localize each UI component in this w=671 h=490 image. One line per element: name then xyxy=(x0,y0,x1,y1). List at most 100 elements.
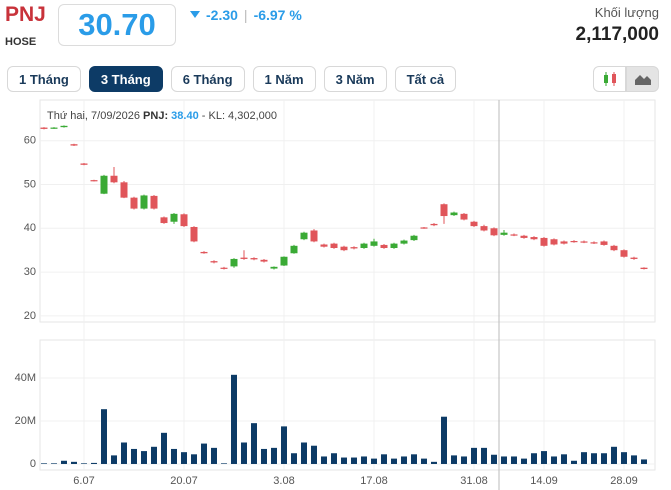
volume-bar xyxy=(221,463,227,464)
exchange: HOSE xyxy=(5,36,37,48)
volume-bar xyxy=(161,432,167,464)
candle-body xyxy=(600,241,608,245)
candle-body xyxy=(530,237,538,240)
candle-body xyxy=(580,241,588,243)
y-tick-label: 50 xyxy=(24,178,36,190)
y-tick-label: 30 xyxy=(24,266,36,278)
x-tick-label: 6.07 xyxy=(73,475,94,487)
x-tick-label: 28.09 xyxy=(610,475,638,487)
volume-bar xyxy=(621,452,627,464)
candle-body xyxy=(230,258,238,267)
volume-bar xyxy=(181,452,187,464)
volume-total: 2,117,000 xyxy=(575,24,659,45)
candlestick-icon xyxy=(603,72,616,86)
marks xyxy=(40,125,648,464)
y-tick-label: 20 xyxy=(24,310,36,322)
volume-bar xyxy=(371,458,377,464)
candle-body xyxy=(250,258,258,260)
candle-body xyxy=(190,226,198,242)
candle-body xyxy=(490,228,498,236)
volume-bar xyxy=(471,447,477,464)
volume-bar xyxy=(91,462,97,464)
candle-body xyxy=(180,214,188,227)
candle-body xyxy=(60,125,68,128)
candle-body xyxy=(40,127,48,129)
candle-body xyxy=(80,163,88,165)
candle-body xyxy=(540,237,548,246)
volume-bar xyxy=(441,416,447,464)
volume-bar xyxy=(241,442,247,464)
price: 30.70 xyxy=(58,4,176,46)
tooltip-price: 38.40 xyxy=(171,110,199,122)
volume-bar xyxy=(351,457,357,464)
range-button[interactable]: 6 Tháng xyxy=(170,66,245,92)
area-icon xyxy=(634,75,651,85)
volume-bar xyxy=(191,454,197,464)
candle-body xyxy=(470,221,478,227)
volume-bar xyxy=(341,457,347,464)
candle-body xyxy=(310,230,318,242)
volume-bar xyxy=(291,453,297,464)
candle-body xyxy=(260,259,268,262)
chart-type-toggle xyxy=(593,66,659,92)
candle-body xyxy=(550,239,558,245)
volume-bar xyxy=(591,453,597,464)
y-tick-label: 40M xyxy=(15,372,36,384)
volume-bar xyxy=(61,460,67,464)
volume-bar xyxy=(601,453,607,464)
candle-body xyxy=(560,241,568,244)
candle-body xyxy=(510,234,518,236)
volume-bar xyxy=(151,446,157,464)
range-button[interactable]: Tất cả xyxy=(394,66,457,92)
volume-bar xyxy=(41,463,47,464)
volume-bar xyxy=(481,447,487,464)
tooltip-date: Thứ hai, 7/09/2026 xyxy=(47,110,140,122)
separator: | xyxy=(243,7,248,23)
range-button[interactable]: 1 Tháng xyxy=(7,66,81,92)
candle-body xyxy=(150,195,158,209)
volume-bar xyxy=(421,458,427,464)
candlestick-button[interactable] xyxy=(593,66,626,92)
volume-bar xyxy=(271,447,277,464)
change-pct: -6.97 % xyxy=(253,7,302,23)
volume-bar xyxy=(211,447,217,464)
down-arrow xyxy=(190,11,200,18)
volume-bar xyxy=(141,451,147,464)
candle-body xyxy=(370,241,378,246)
candle-body xyxy=(640,267,648,270)
volume-bar xyxy=(431,461,437,464)
x-tick-label: 3.08 xyxy=(273,475,294,487)
candle-body xyxy=(570,240,578,243)
candle-body xyxy=(630,257,638,259)
candle-body xyxy=(290,245,298,254)
candle-body xyxy=(280,256,288,266)
area-button[interactable] xyxy=(626,66,659,92)
change-group: -2.30 | -6.97 % xyxy=(190,7,302,23)
volume-bar xyxy=(131,448,137,464)
candle-body xyxy=(120,182,128,198)
candle-body xyxy=(350,247,358,249)
range-button[interactable]: 3 Năm xyxy=(323,66,387,92)
volume-bar xyxy=(381,454,387,464)
y-tick-label: 60 xyxy=(24,135,36,147)
candle-body xyxy=(200,251,208,254)
candle-body xyxy=(270,266,278,269)
range-button[interactable]: 1 Năm xyxy=(252,66,316,92)
volume-bar xyxy=(461,456,467,464)
candle-body xyxy=(500,232,508,235)
candle-body xyxy=(300,232,308,240)
x-tick-label: 14.09 xyxy=(530,475,558,487)
candle-body xyxy=(430,223,438,226)
volume-bar xyxy=(301,442,307,464)
candle-body xyxy=(380,244,388,248)
candle-body xyxy=(610,245,618,251)
candle-body xyxy=(390,243,398,248)
range-button[interactable]: 3 Tháng xyxy=(88,66,163,92)
volume-bar xyxy=(641,459,647,464)
candle-body xyxy=(50,127,58,129)
volume-panel xyxy=(39,339,656,471)
candle-body xyxy=(70,144,78,146)
candle-body xyxy=(440,204,448,217)
